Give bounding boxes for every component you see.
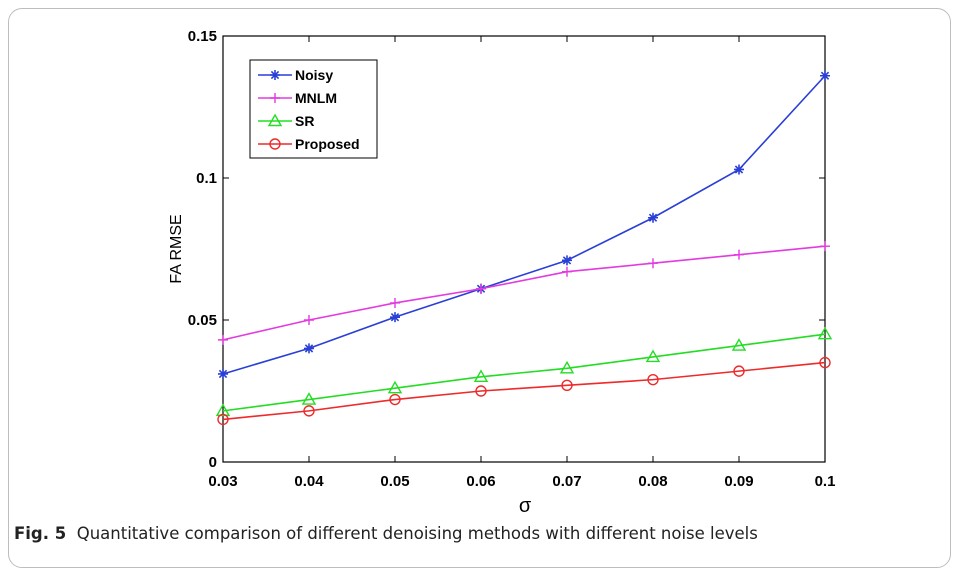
y-tick-label: 0.05 [188,312,217,329]
data-point-proposed [389,393,401,406]
y-tick-label: 0.15 [188,28,217,45]
y-axis-label: FA RMSE [168,214,185,283]
data-point-proposed [217,413,229,426]
data-point-sr [645,349,661,363]
data-point-sr [473,369,489,382]
legend-label-proposed: Proposed [295,136,360,152]
data-point-mnlm [218,334,228,345]
data-point-mnlm [304,315,314,325]
data-point-noisy [820,70,830,81]
legend-item-noisy: Noisy [258,67,333,83]
data-point-mnlm [648,258,658,269]
data-point-mnlm [734,249,744,260]
legend-marker-proposed [269,138,281,150]
legend-marker-mnlm [270,93,280,103]
data-point-proposed [303,405,315,417]
x-tick-label: 0.08 [638,473,667,490]
data-point-proposed [561,379,573,392]
legend-marker-noisy [270,70,280,80]
data-point-mnlm [562,266,572,277]
data-point-sr [559,360,575,374]
series-sr [215,326,833,417]
series-line-mnlm [222,245,826,341]
x-tick-label: 0.09 [724,473,753,490]
x-tick-label: 0.03 [208,473,237,490]
legend-label-mnlm: MNLM [295,90,337,106]
figure-caption-label: Fig. 5 [14,524,67,543]
x-tick-label: 0.04 [294,473,324,490]
series-line-noisy [222,75,826,375]
data-point-noisy [304,343,314,354]
series-proposed [217,356,831,426]
legend-item-mnlm: MNLM [258,90,337,106]
series-line-proposed [222,361,826,421]
series-noisy [218,70,830,379]
series-layer [215,70,833,426]
data-point-sr [215,403,231,417]
data-point-noisy [390,312,400,323]
legend-label-noisy: Noisy [295,67,333,83]
data-point-mnlm [476,283,486,294]
axes: 0.03 0.04 0.05 0.06 0.07 0.08 0.09 0.1 0 0.05 0.1 0… [188,28,836,490]
y-tick-label: 0 [209,454,217,471]
data-point-mnlm [390,297,400,308]
data-point-noisy [734,164,744,175]
legend-label-sr: SR [295,113,314,129]
data-point-proposed [733,365,745,377]
x-tick-label: 0.1 [815,473,836,490]
data-point-proposed [647,373,659,386]
data-point-sr [817,326,833,340]
series-mnlm [218,241,830,345]
data-point-sr [387,380,403,394]
data-point-proposed [475,385,487,397]
series-line-sr [222,333,826,412]
figure-caption: Fig. 5 Quantitative comparison of differ… [14,524,758,543]
figure-caption-text: Quantitative comparison of different den… [76,524,758,543]
data-point-proposed [819,356,831,369]
data-point-sr [301,392,317,405]
x-tick-label: 0.07 [552,473,581,490]
data-point-noisy [562,255,572,266]
legend-marker-sr [267,113,283,127]
data-point-noisy [648,212,658,223]
data-point-noisy [218,368,228,379]
line-chart: 0.03 0.04 0.05 0.06 0.07 0.08 0.09 0.1 0 0.05 0.1 0… [168,28,836,517]
data-point-sr [731,338,747,351]
data-point-mnlm [820,241,830,252]
y-tick-label: 0.1 [196,170,217,187]
x-tick-label: 0.05 [380,473,409,490]
legend-item-proposed: Proposed [258,136,360,152]
x-tick-label: 0.06 [466,473,495,490]
x-axis-label: σ [519,495,532,517]
legend-item-sr: SR [258,113,314,129]
legend: Noisy MNLM SR Proposed [249,59,378,159]
